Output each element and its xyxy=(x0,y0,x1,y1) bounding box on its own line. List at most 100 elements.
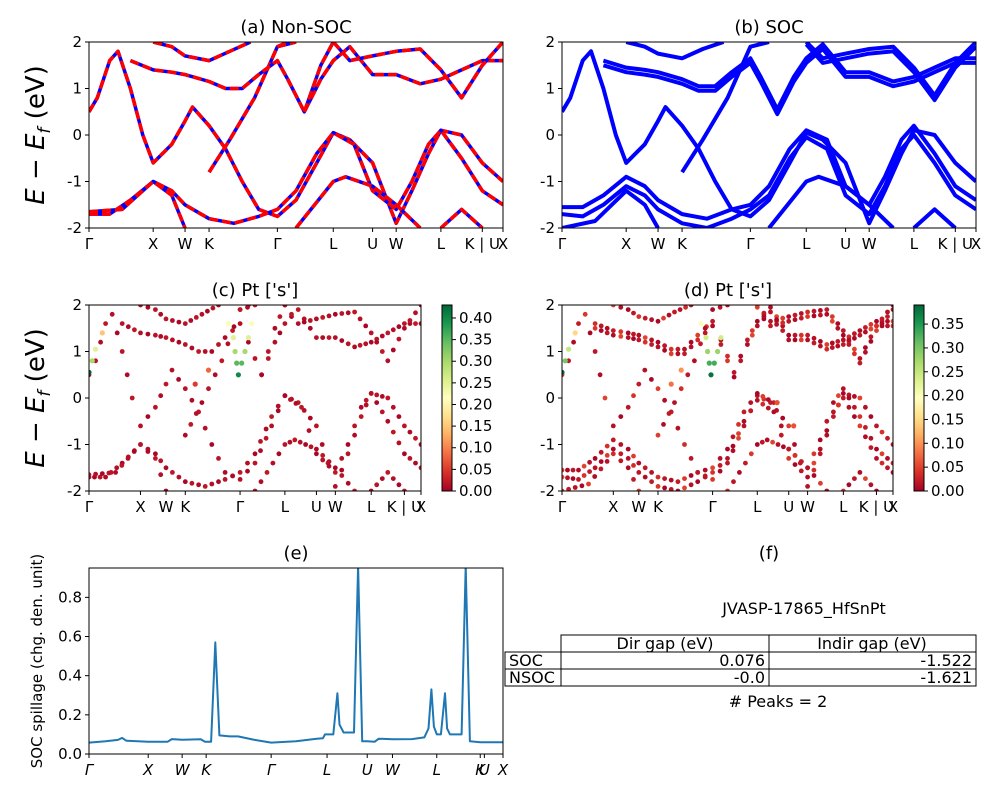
projection-point xyxy=(759,439,765,445)
projection-point xyxy=(339,338,345,343)
projection-point xyxy=(730,448,736,454)
projection-point xyxy=(885,456,890,461)
projection-point xyxy=(188,422,194,427)
projection-point xyxy=(571,339,576,345)
projection-point xyxy=(649,337,654,343)
x-tick-label: Γ xyxy=(708,498,717,516)
projection-point xyxy=(145,414,151,419)
projection-point xyxy=(774,322,779,327)
projection-point xyxy=(163,316,169,322)
table-value-nsoc-dir: -0.0 xyxy=(734,668,765,687)
projection-point xyxy=(385,418,391,424)
projection-point xyxy=(655,432,661,438)
projection-point xyxy=(702,467,708,473)
x-tick-label: K | U xyxy=(387,498,422,516)
table-value-soc-dir: 0.076 xyxy=(719,651,765,670)
y-tick-label: 0 xyxy=(72,126,82,144)
x-tick-label: L xyxy=(437,235,446,253)
projection-point xyxy=(230,473,236,479)
projection-point xyxy=(811,313,817,319)
projection-point xyxy=(636,337,642,343)
band-line-red xyxy=(89,128,503,226)
x-tick-label: L xyxy=(753,498,762,516)
projection-point xyxy=(636,460,642,466)
projection-point xyxy=(98,339,103,345)
band-line-red xyxy=(129,44,503,114)
projection-point xyxy=(345,341,351,347)
projection-point xyxy=(675,479,681,485)
band-line xyxy=(804,42,976,98)
projection-point xyxy=(879,451,885,457)
projection-point xyxy=(237,477,243,482)
projection-point xyxy=(345,442,351,447)
projection-point xyxy=(182,386,188,392)
projection-point xyxy=(307,325,313,331)
projection-point xyxy=(778,423,784,429)
projection-point xyxy=(754,397,760,403)
projection-point xyxy=(604,325,610,331)
projection-point-highlight xyxy=(705,348,711,355)
projection-point xyxy=(852,394,857,399)
x-tick-label: K xyxy=(475,761,486,779)
projection-point xyxy=(874,328,879,333)
table-row-label-nsoc: NSOC xyxy=(509,668,555,687)
projection-point xyxy=(307,415,313,421)
band-line-red xyxy=(89,49,503,226)
projection-point xyxy=(587,469,592,474)
projection-point xyxy=(618,414,624,419)
colorbar-tick-label: 0.25 xyxy=(459,374,492,392)
projection-point xyxy=(688,473,694,478)
projection-point xyxy=(314,446,319,452)
projection-point xyxy=(153,307,158,312)
projection-point xyxy=(675,346,681,352)
projection-point-highlight xyxy=(249,321,255,327)
projection-point xyxy=(775,442,781,447)
x-tick-label: X xyxy=(142,761,154,779)
y-tick-label: 0.0 xyxy=(58,745,82,763)
plot-area-b xyxy=(562,42,976,228)
projection-point xyxy=(138,330,143,336)
projection-point xyxy=(798,459,804,464)
band-line xyxy=(562,123,976,221)
projection-point xyxy=(363,323,369,329)
projection-point xyxy=(326,335,332,340)
projection-point xyxy=(272,325,278,331)
projection-point xyxy=(345,480,351,486)
projection-point xyxy=(642,474,648,480)
projection-point xyxy=(237,470,243,475)
projection-point xyxy=(717,463,723,468)
projection-point xyxy=(824,342,830,347)
projection-point xyxy=(818,343,823,349)
gap-table: Dir gap (eV) Indir gap (eV) SOC 0.076 -1… xyxy=(504,634,977,687)
projection-point xyxy=(655,344,661,350)
projection-point xyxy=(89,472,92,478)
x-tick-label: W xyxy=(175,761,191,779)
projection-point xyxy=(743,460,748,466)
projection-point xyxy=(885,465,890,471)
projection-point xyxy=(189,345,195,351)
projection-point xyxy=(786,446,792,452)
projection-point xyxy=(874,318,879,324)
colorbar-tick-label: 0.30 xyxy=(931,339,964,357)
projection-point xyxy=(205,308,210,314)
projection-point xyxy=(301,408,307,413)
x-tick-label: X xyxy=(498,235,508,253)
projection-point xyxy=(768,305,773,310)
projection-point xyxy=(270,460,276,466)
x-tick-label: X xyxy=(971,235,981,253)
projection-point xyxy=(320,315,326,320)
projection-point xyxy=(745,337,750,343)
projection-point xyxy=(668,351,674,357)
x-tick-label: W xyxy=(862,235,877,253)
projection-point xyxy=(610,332,616,338)
projection-point xyxy=(598,328,604,333)
projection-point xyxy=(863,325,868,330)
projection-point xyxy=(737,470,742,475)
projection-point xyxy=(890,307,893,312)
x-tick-label: U xyxy=(783,498,794,516)
svg-text:SOC spillage (chg. den. unit): SOC spillage (chg. den. unit) xyxy=(28,554,46,769)
projection-point xyxy=(655,318,661,324)
projection-point xyxy=(625,404,631,410)
